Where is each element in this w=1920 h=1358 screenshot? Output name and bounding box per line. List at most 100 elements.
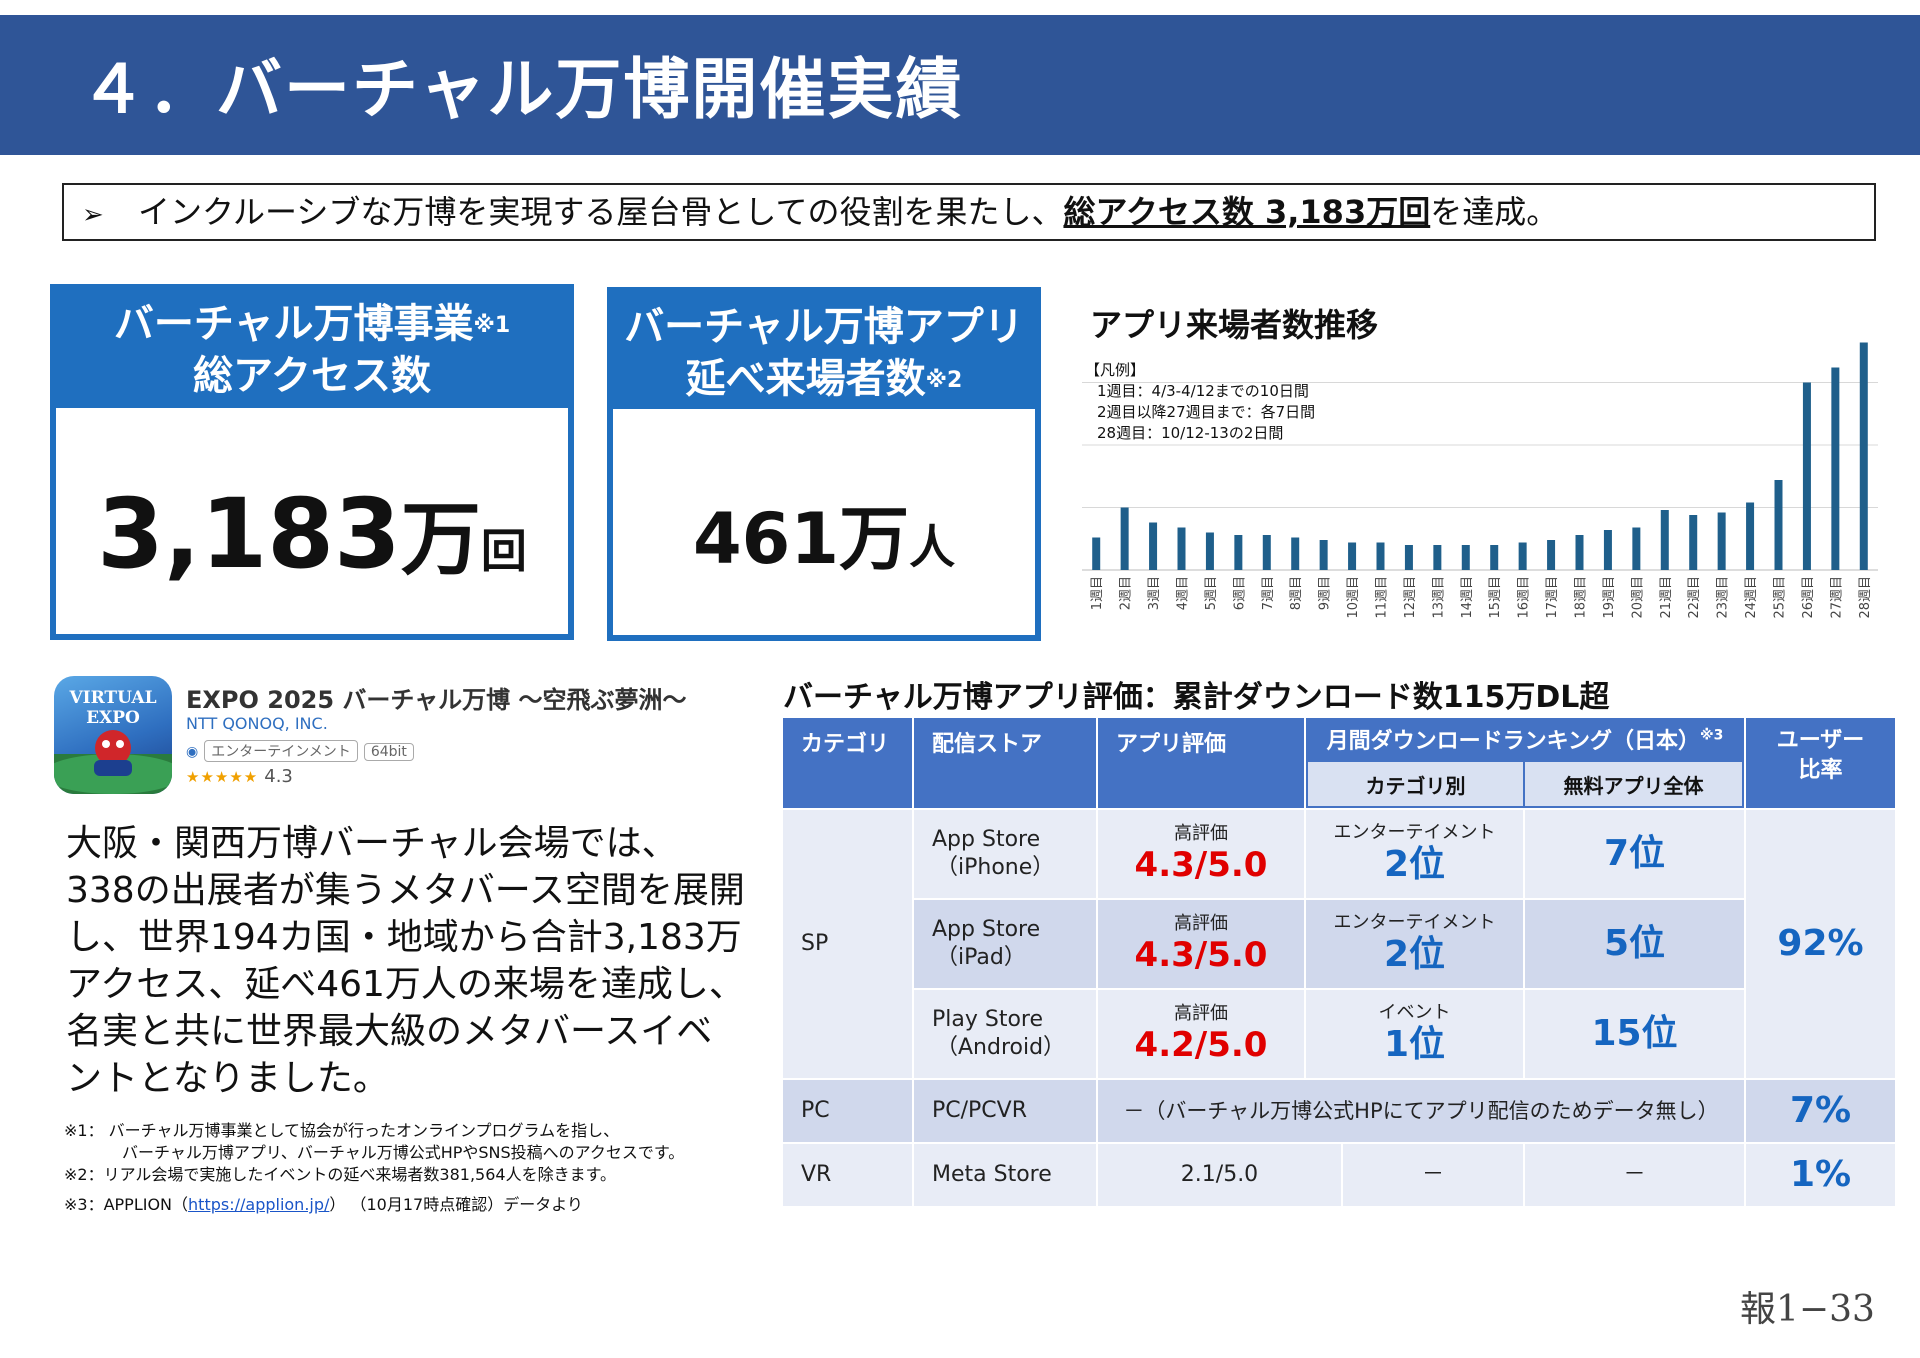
note-mark-3: ※3 — [1699, 727, 1724, 744]
bar-16週目 — [1518, 542, 1527, 570]
bar-1週目 — [1092, 537, 1101, 570]
total-access-label-2: 総アクセス数 — [193, 353, 431, 399]
x-tick-label: 13週目 — [1431, 576, 1446, 619]
x-tick-label: 15週目 — [1488, 576, 1503, 619]
applion-link[interactable]: https://applion.jp/ — [188, 1195, 330, 1214]
total-access-label-1: バーチャル万博事業 — [113, 301, 474, 347]
bar-19週目 — [1603, 530, 1612, 570]
x-tick-label: 7週目 — [1261, 576, 1276, 610]
x-tick-label: 20週目 — [1630, 576, 1645, 619]
x-tick-label: 21週目 — [1659, 576, 1674, 619]
bar-26週目 — [1802, 382, 1811, 570]
summary-emphasis: 総アクセス数 3,183万回 — [1063, 193, 1431, 231]
header-ranking-free: 無料アプリ全体 — [1525, 762, 1742, 806]
rating-label: 高評価 — [1174, 823, 1228, 844]
rank-free-android: 15位 — [1525, 990, 1744, 1078]
total-access-unit2: 回 — [480, 524, 527, 578]
bar-17週目 — [1547, 540, 1556, 570]
rank-free-iphone: 7位 — [1525, 810, 1744, 898]
x-tick-label: 5週目 — [1204, 576, 1219, 610]
note-mark-1: ※1 — [473, 313, 511, 338]
app-icon[interactable]: VIRTUAL EXPO — [54, 676, 172, 794]
arrow-bullet-icon: ➢ — [82, 200, 104, 230]
rank-category-label: イベント — [1378, 1002, 1451, 1023]
header-user-ratio: ユーザー 比率 — [1746, 718, 1895, 808]
footnotes: ※1： バーチャル万博事業として協会が行ったオンラインプログラムを指し、 バーチ… — [64, 1120, 684, 1216]
rank-category-label: エンターテイメント — [1333, 912, 1496, 933]
bar-4週目 — [1177, 527, 1186, 570]
rating-label: 高評価 — [1174, 1003, 1228, 1024]
bar-28週目 — [1859, 342, 1868, 570]
bar-14週目 — [1461, 545, 1470, 570]
rating-vr: 2.1/5.0 — [1098, 1144, 1341, 1206]
x-tick-label: 16週目 — [1517, 576, 1532, 619]
chart-legend: 【凡例】 1週目：4/3-4/12までの10日間 2週目以降27週目まで：各7日… — [1085, 360, 1315, 444]
x-tick-label: 9週目 — [1318, 576, 1333, 610]
bar-5週目 — [1205, 532, 1214, 570]
rating-android: 高評価 4.2/5.0 — [1098, 990, 1304, 1078]
header-store: 配信ストア — [914, 718, 1096, 808]
footnote-3-prefix: ※3：APPLION（ — [64, 1195, 189, 1214]
page-title: ４．バーチャル万博開催実績 — [80, 51, 964, 128]
star-rating-icon: ★★★★★ — [186, 768, 259, 786]
bar-18週目 — [1575, 535, 1584, 570]
bar-6週目 — [1234, 535, 1243, 570]
bar-21週目 — [1660, 510, 1669, 570]
app-name[interactable]: EXPO 2025 バーチャル万博 〜空飛ぶ夢洲〜 — [186, 686, 687, 714]
bar-11週目 — [1376, 542, 1385, 570]
rank-category-value: 2位 — [1383, 934, 1446, 975]
store-name: Play Store — [932, 1007, 1044, 1032]
x-tick-label: 26週目 — [1801, 576, 1816, 619]
app-developer[interactable]: NTT QONOQ, INC. — [186, 714, 328, 733]
x-tick-label: 3週目 — [1147, 576, 1162, 610]
rank-category-vr: － — [1343, 1144, 1523, 1206]
x-tick-label: 27週目 — [1829, 576, 1844, 619]
app-icon-graphic — [54, 730, 172, 794]
visitors-value: 461万人 — [613, 483, 1035, 584]
footnote-2: ※2：リアル会場で実施したイベントの延べ来場者数381,564人を除きます。 — [64, 1165, 616, 1184]
ratio-pc: 7% — [1746, 1080, 1895, 1142]
pc-note: －（バーチャル万博公式HPにてアプリ配信のためデータ無し） — [1098, 1080, 1744, 1142]
x-tick-label: 28週目 — [1858, 576, 1873, 619]
total-access-header: バーチャル万博事業※1 総アクセス数 — [56, 290, 568, 408]
table-title: バーチャル万博アプリ評価：累計ダウンロード数115万DL超 — [783, 680, 1610, 715]
app-rating-value: 4.3 — [264, 766, 293, 787]
app-tags: ◉ エンターテインメント 64bit — [186, 740, 414, 762]
rank-category-iphone: エンターテイメント 2位 — [1306, 810, 1523, 898]
x-tick-label: 25週目 — [1773, 576, 1788, 619]
x-tick-label: 22週目 — [1687, 576, 1702, 619]
rank-category-android: イベント 1位 — [1306, 990, 1523, 1078]
footnote-3-suffix: ） （10月17時点確認）データより — [329, 1195, 583, 1214]
x-tick-label: 8週目 — [1289, 576, 1304, 610]
summary-box: ➢ インクルーシブな万博を実現する屋台骨としての役割を果たし、総アクセス数 3,1… — [62, 183, 1876, 241]
app-icon-text: VIRTUAL EXPO — [69, 688, 157, 728]
visitors-card: バーチャル万博アプリ 延べ来場者数※2 461万人 — [607, 287, 1041, 641]
footnote-1: ※1： バーチャル万博事業として協会が行ったオンラインプログラムを指し、 — [64, 1121, 620, 1140]
header-ranking-category: カテゴリ別 — [1308, 762, 1523, 806]
total-access-value: 3,183万回 — [56, 475, 568, 591]
x-tick-label: 12週目 — [1403, 576, 1418, 619]
header-bar — [0, 15, 1920, 155]
bar-27週目 — [1831, 367, 1840, 570]
legend-line: 2週目以降27週目まで：各7日間 — [1097, 403, 1316, 421]
x-tick-label: 2週目 — [1119, 576, 1134, 610]
rank-category-value: 2位 — [1383, 844, 1446, 885]
x-tick-label: 10週目 — [1346, 576, 1361, 619]
total-access-number: 3,183 — [97, 478, 401, 590]
rating-value: 4.3/5.0 — [1134, 845, 1268, 885]
visitors-bar-chart: 1週目 2週目 3週目 4週目 5週目 6週目 7週目 8週目 9週目 10週目 11週目 12週目 1… — [1082, 342, 1878, 619]
x-tick-label: 19週目 — [1602, 576, 1617, 619]
visitors-label-1: バーチャル万博アプリ — [624, 304, 1024, 350]
genre-tag: エンターテインメント — [204, 740, 358, 762]
rank-category-ipad: エンターテイメント 2位 — [1306, 900, 1523, 988]
bar-10週目 — [1348, 542, 1357, 570]
store-vr: Meta Store — [914, 1144, 1096, 1206]
legend-line: 【凡例】 — [1085, 361, 1146, 379]
rank-category-value: 1位 — [1383, 1024, 1446, 1065]
bar-8週目 — [1291, 537, 1300, 570]
bar-13週目 — [1433, 545, 1442, 570]
rating-ipad: 高評価 4.3/5.0 — [1098, 900, 1304, 988]
x-tick-label: 6週目 — [1232, 576, 1247, 610]
bar-9週目 — [1319, 540, 1328, 570]
rating-value: 4.2/5.0 — [1134, 1025, 1268, 1065]
